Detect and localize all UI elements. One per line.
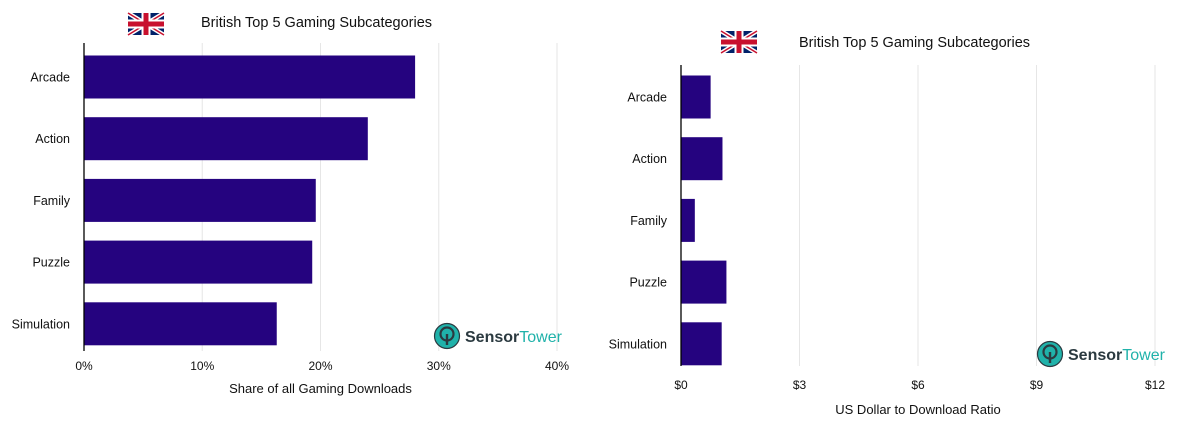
x-axis-label: Share of all Gaming Downloads: [229, 381, 412, 396]
chart-title: British Top 5 Gaming Subcategories: [201, 15, 432, 31]
bar-arcade: [681, 75, 711, 119]
x-axis-label: US Dollar to Download Ratio: [835, 402, 1000, 417]
chart-1: Arcade Action Family Puzzle Simulation 0% 10% 2…: [12, 11, 569, 396]
logo-text: SensorTower: [465, 329, 563, 346]
sensor-tower-logo-icon: SensorTower: [433, 322, 563, 350]
category-label: Puzzle: [32, 256, 70, 270]
flag-cross-red: [721, 39, 757, 45]
bar-puzzle: [84, 240, 313, 284]
bar-family: [681, 198, 695, 242]
x-tick-label: 20%: [308, 359, 332, 373]
x-tick-label: 10%: [190, 359, 214, 373]
category-label: Action: [35, 132, 70, 146]
flag-cross-red: [128, 21, 164, 27]
category-label: Arcade: [627, 91, 667, 105]
category-label: Arcade: [30, 71, 70, 85]
x-tick-label: $9: [1030, 378, 1044, 392]
x-tick-label: 0%: [75, 359, 93, 373]
logo-text-sensor: Sensor: [465, 329, 519, 346]
bar-simulation: [84, 302, 277, 346]
category-label: Simulation: [12, 317, 70, 331]
x-tick-label: 40%: [545, 359, 569, 373]
bar-puzzle: [681, 260, 727, 304]
logo-stem: [445, 334, 449, 345]
category-label: Family: [33, 194, 71, 208]
x-tick-label: $6: [911, 378, 925, 392]
logo-text: SensorTower: [1068, 347, 1166, 364]
x-tick-label: 30%: [427, 359, 451, 373]
x-tick-label: $3: [793, 378, 807, 392]
chart-title: British Top 5 Gaming Subcategories: [799, 35, 1030, 51]
bar-simulation: [681, 322, 722, 366]
bar-arcade: [84, 55, 416, 99]
bar-action: [84, 117, 368, 161]
bar-action: [681, 137, 723, 181]
logo-text-sensor: Sensor: [1068, 347, 1122, 364]
chart-2: Arcade Action Family Puzzle Simulation $0 $3 $6…: [609, 29, 1166, 417]
logo-stem: [1048, 352, 1052, 363]
category-label: Action: [632, 152, 667, 166]
x-tick-label: $0: [674, 378, 688, 392]
x-tick-label: $12: [1145, 378, 1165, 392]
category-label: Simulation: [609, 337, 667, 351]
uk-flag-icon: [719, 29, 759, 55]
category-label: Family: [630, 214, 668, 228]
logo-text-tower: Tower: [519, 329, 562, 346]
category-label: Puzzle: [629, 276, 667, 290]
sensor-tower-logo-icon: SensorTower: [1036, 340, 1166, 368]
bar-family: [84, 178, 316, 222]
logo-text-tower: Tower: [1122, 347, 1165, 364]
uk-flag-icon: [126, 11, 166, 37]
